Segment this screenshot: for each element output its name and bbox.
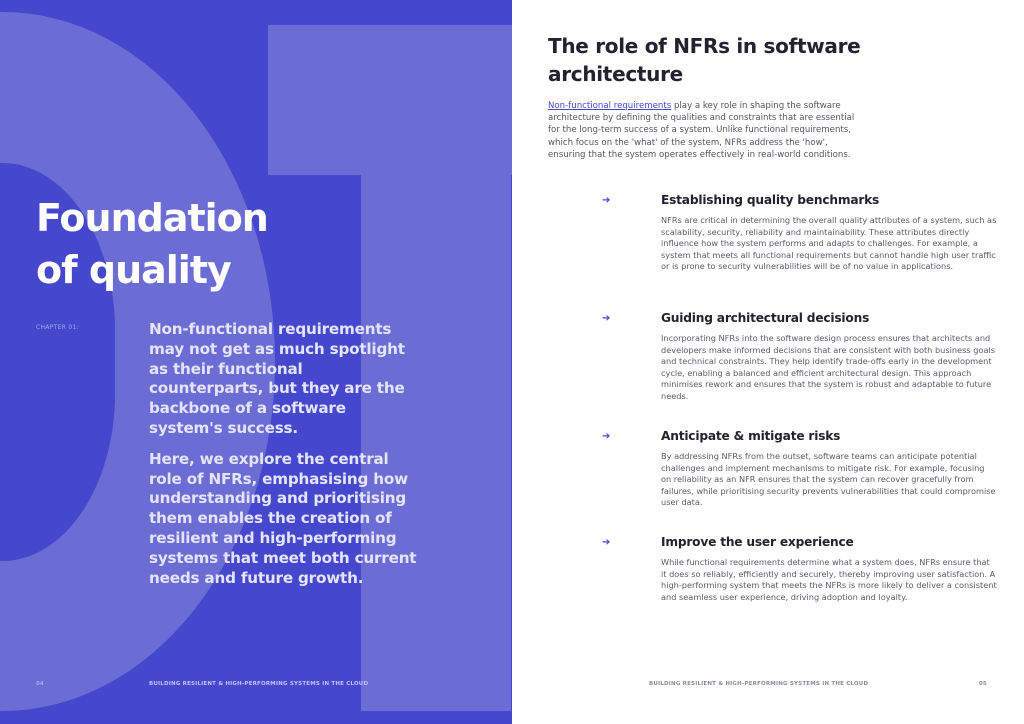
right-page: The role of NFRs in software architectur… — [512, 0, 1024, 724]
section-body: NFRs are critical in determining the ove… — [661, 215, 997, 272]
chapter-title: Foundation of quality — [36, 192, 269, 296]
arrow-right-icon: ➔ — [602, 537, 611, 548]
running-title-right: BUILDING RESILIENT & HIGH-PERFORMING SYS… — [649, 681, 869, 687]
page-number-left: 04 — [36, 681, 44, 687]
section-body: While functional requirements determine … — [661, 557, 997, 602]
page-title: The role of NFRs in software architectur… — [548, 34, 861, 86]
section-body: Incorporating NFRs into the software des… — [661, 333, 996, 401]
intro-paragraph: Non-functional requirements play a key r… — [548, 100, 858, 161]
arrow-right-icon: ➔ — [602, 195, 611, 206]
section-title: Anticipate & mitigate risks — [661, 429, 841, 443]
background-numeral-one-stem — [361, 25, 511, 711]
intro-text: play a key role in shaping the software … — [548, 101, 855, 160]
section-title: Improve the user experience — [661, 535, 854, 549]
lead-paragraph-1: Non-functional requirements may not get … — [149, 320, 405, 437]
section-title: Establishing quality benchmarks — [661, 193, 880, 207]
chapter-lead: Non-functional requirements may not get … — [149, 320, 419, 599]
nfr-link[interactable]: Non-functional requirements — [548, 101, 672, 111]
arrow-right-icon: ➔ — [602, 431, 611, 442]
running-title-left: BUILDING RESILIENT & HIGH-PERFORMING SYS… — [149, 681, 369, 687]
chapter-title-line2: of quality — [36, 248, 232, 292]
chapter-title-line1: Foundation — [36, 196, 269, 240]
page-number-right: 05 — [979, 681, 987, 687]
lead-paragraph-2: Here, we explore the central role of NFR… — [149, 449, 417, 587]
section-body: By addressing NFRs from the outset, soft… — [661, 451, 996, 508]
section-title: Guiding architectural decisions — [661, 311, 870, 325]
arrow-right-icon: ➔ — [602, 313, 611, 324]
chapter-label: CHAPTER 01: — [36, 324, 79, 331]
left-page: Foundation of quality CHAPTER 01: Non-fu… — [0, 0, 512, 724]
